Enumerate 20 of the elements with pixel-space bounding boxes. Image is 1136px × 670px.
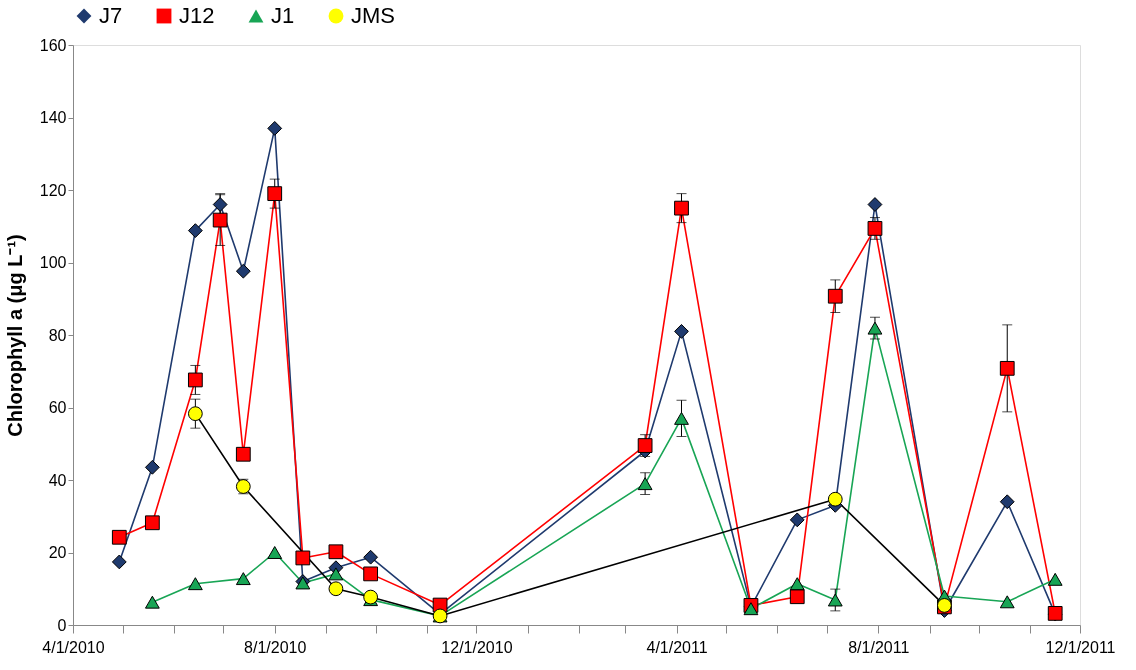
x-tick-label: 4/1/2011 bbox=[646, 638, 708, 656]
x-tick-label: 4/1/2010 bbox=[42, 638, 105, 656]
y-tick-label: 120 bbox=[39, 181, 67, 199]
y-tick-label: 60 bbox=[48, 399, 67, 416]
x-tick-label: 8/1/2010 bbox=[244, 638, 307, 656]
legend-label: J12 bbox=[179, 3, 215, 28]
y-tick-label: 100 bbox=[39, 254, 67, 271]
y-tick-label: 0 bbox=[57, 616, 67, 634]
legend-label: J1 bbox=[271, 3, 295, 28]
y-tick-label: 140 bbox=[39, 109, 67, 126]
legend-label: JMS bbox=[351, 3, 395, 28]
x-tick-label: 12/1/2011 bbox=[1045, 638, 1116, 656]
y-tick-label: 20 bbox=[48, 544, 67, 561]
legend-label: J7 bbox=[99, 3, 123, 28]
x-tick-label: 8/1/2011 bbox=[848, 638, 910, 656]
x-tick-label: 12/1/2010 bbox=[441, 638, 513, 656]
y-tick-label: 160 bbox=[39, 36, 67, 54]
y-tick-label: 40 bbox=[48, 471, 67, 489]
y-axis-title: Chlorophyll a (μg L⁻¹) bbox=[3, 234, 26, 437]
y-tick-label: 80 bbox=[48, 326, 67, 344]
